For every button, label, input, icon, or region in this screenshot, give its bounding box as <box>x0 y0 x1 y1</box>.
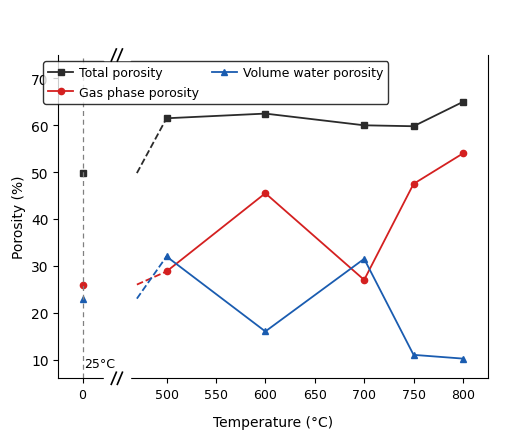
Total porosity <box>410 124 417 129</box>
Gas phase porosity <box>410 182 417 187</box>
Legend: Total porosity, Gas phase porosity, Volume water porosity: Total porosity, Gas phase porosity, Volu… <box>43 62 389 104</box>
Line: Total porosity: Total porosity <box>164 99 466 130</box>
Line: Gas phase porosity: Gas phase porosity <box>164 151 466 283</box>
Gas phase porosity <box>460 151 466 157</box>
Total porosity <box>361 123 367 129</box>
Total porosity <box>262 112 268 117</box>
Line: Volume water porosity: Volume water porosity <box>163 253 466 362</box>
Total porosity <box>460 100 466 105</box>
Text: 25°C: 25°C <box>84 357 115 370</box>
Gas phase porosity <box>262 191 268 197</box>
Volume water porosity <box>361 257 367 262</box>
Volume water porosity <box>164 254 170 259</box>
Volume water porosity <box>460 356 466 361</box>
Total porosity <box>164 117 170 122</box>
Gas phase porosity <box>361 278 367 283</box>
Gas phase porosity <box>164 269 170 274</box>
Volume water porosity <box>410 353 417 358</box>
Text: Temperature (°C): Temperature (°C) <box>213 415 333 429</box>
Volume water porosity <box>262 329 268 334</box>
Y-axis label: Porosity (%): Porosity (%) <box>12 175 25 259</box>
